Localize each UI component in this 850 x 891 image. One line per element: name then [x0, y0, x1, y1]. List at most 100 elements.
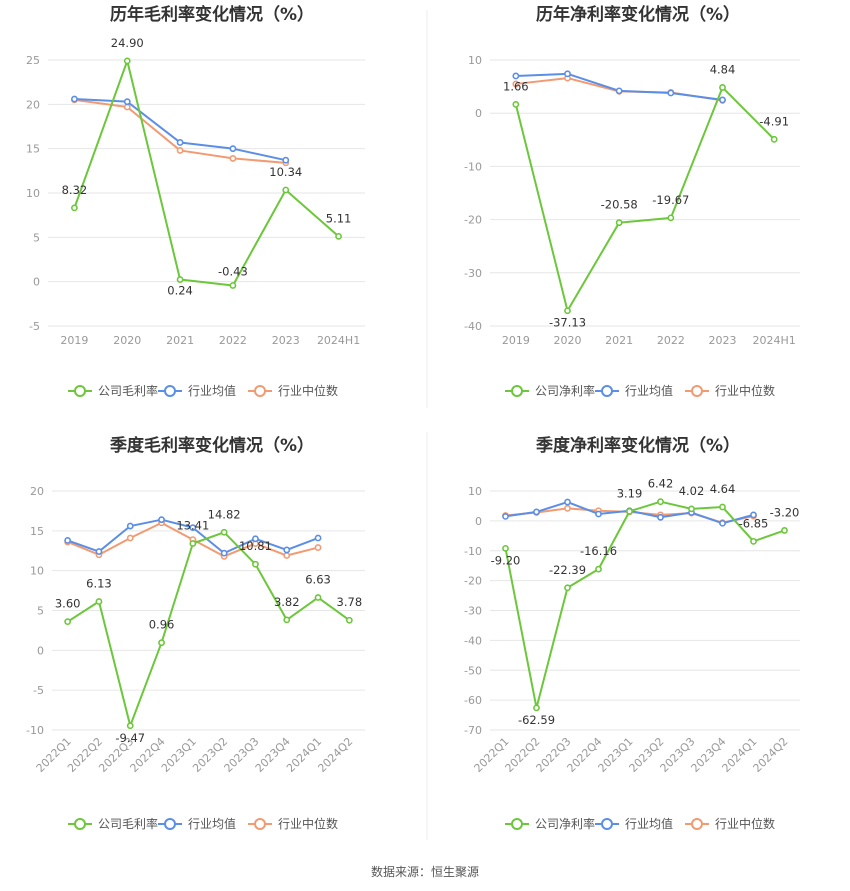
- y-tick-label-1: 10: [468, 54, 482, 67]
- y-tick-label-3: -30: [464, 605, 482, 618]
- data-point-2-0-5: [220, 528, 228, 536]
- data-point-0-1-4: [282, 156, 290, 164]
- data-point-2-1-8: [314, 534, 322, 542]
- data-label-1-0: 1.66: [503, 79, 529, 93]
- y-tick-label-0: 20: [26, 98, 40, 111]
- data-point-0-0-5: [335, 232, 342, 240]
- x-tick-label-1: 2023: [709, 334, 737, 347]
- y-tick-label-1: -20: [464, 214, 482, 227]
- data-label-1-3: -19.67: [652, 193, 689, 207]
- series-line-1-1: [515, 72, 723, 101]
- data-point-2-1-6: [252, 535, 259, 543]
- data-point-3-1-2: [564, 498, 571, 506]
- data-label-3-4: 3.19: [617, 486, 643, 500]
- data-label-3-7: 4.64: [710, 482, 736, 496]
- data-point-2-1-7: [283, 546, 291, 554]
- data-label-1-2: -20.58: [601, 198, 638, 212]
- source-text: 数据来源：恒生聚源: [371, 864, 479, 879]
- data-point-0-2-3: [229, 155, 237, 162]
- data-label-2-5: 14.82: [208, 507, 241, 521]
- data-point-0-2-1: [123, 103, 131, 111]
- data-point-2-1-0: [64, 536, 72, 544]
- y-tick-label-2: 15: [30, 525, 44, 538]
- legend-label-1-1: 行业均值: [625, 383, 673, 398]
- data-point-2-0-8: [314, 594, 322, 601]
- x-tick-label-1: 2024H1: [753, 334, 796, 347]
- chart-title-2: 季度毛利率变化情况（%）: [110, 435, 314, 456]
- data-label-3-1: -62.59: [518, 713, 555, 727]
- legend-label-1-0: 公司净利率: [535, 383, 595, 398]
- x-tick-label-1: 2020: [554, 334, 582, 347]
- data-point-1-0-0: [512, 100, 520, 108]
- data-point-3-1-0: [502, 512, 509, 520]
- x-tick-label-2: 2024Q2: [315, 735, 355, 775]
- chart-title-0: 历年毛利率变化情况（%）: [110, 4, 314, 25]
- data-label-3-3: -16.16: [580, 544, 617, 558]
- legend-swatch-marker-0-0: [74, 385, 86, 397]
- data-label-2-9: 3.78: [337, 595, 363, 609]
- y-tick-label-2: 10: [30, 565, 44, 578]
- data-point-3-2-2: [564, 504, 571, 512]
- data-point-2-0-7: [283, 616, 291, 624]
- data-label-2-8: 6.63: [305, 573, 331, 587]
- data-point-3-0-2: [564, 584, 571, 592]
- data-point-2-2-7: [283, 552, 291, 559]
- data-label-0-1: 24.90: [111, 36, 144, 50]
- y-tick-label-0: 10: [26, 187, 40, 200]
- y-tick-label-3: -50: [464, 664, 482, 677]
- legend-label-0-0: 公司毛利率: [98, 383, 158, 398]
- data-point-1-0-1: [564, 307, 571, 315]
- x-tick-label-1: 2022: [657, 334, 685, 347]
- x-tick-label-0: 2023: [272, 334, 300, 347]
- y-tick-label-0: 0: [33, 276, 40, 289]
- data-label-2-7: 3.82: [274, 595, 300, 609]
- data-point-3-0-1: [533, 704, 540, 712]
- data-label-2-6: 10.81: [239, 539, 272, 553]
- data-label-3-5: 6.42: [648, 477, 674, 491]
- y-tick-label-3: -60: [464, 694, 482, 707]
- y-tick-label-3: 0: [475, 515, 482, 528]
- data-point-0-1-3: [229, 145, 237, 153]
- data-point-2-2-2: [126, 534, 134, 542]
- x-tick-label-0: 2019: [60, 334, 88, 347]
- legend-label-2-1: 行业均值: [188, 816, 236, 831]
- data-point-1-1-0: [512, 72, 520, 80]
- legend-label-0-1: 行业均值: [188, 383, 236, 398]
- data-point-1-1-2: [615, 87, 623, 95]
- data-label-3-8: -6.85: [739, 516, 769, 530]
- data-label-1-5: -4.91: [759, 114, 789, 128]
- data-label-3-6: 4.02: [679, 484, 705, 498]
- legend-swatch-marker-0-2: [254, 385, 266, 397]
- data-point-0-0-0: [71, 204, 78, 212]
- x-tick-label-0: 2021: [166, 334, 194, 347]
- data-point-2-0-1: [95, 598, 103, 605]
- legend-label-0-2: 行业中位数: [278, 383, 338, 398]
- data-point-3-1-8: [750, 511, 757, 519]
- data-label-0-3: -0.43: [218, 264, 248, 278]
- data-point-3-0-4: [626, 507, 633, 515]
- data-point-1-1-1: [564, 70, 571, 78]
- data-point-2-0-4: [189, 540, 197, 547]
- data-point-1-0-4: [719, 84, 726, 91]
- data-point-0-0-3: [229, 282, 237, 289]
- data-point-3-0-6: [688, 505, 695, 513]
- y-tick-label-1: -10: [464, 160, 482, 173]
- data-point-2-1-2: [126, 522, 134, 530]
- data-point-3-0-9: [781, 527, 788, 534]
- legend-swatch-marker-2-0: [74, 818, 86, 830]
- data-point-1-0-2: [615, 219, 623, 227]
- y-tick-label-1: -40: [464, 320, 482, 333]
- data-point-2-0-9: [345, 616, 353, 624]
- x-tick-label-1: 2021: [605, 334, 633, 347]
- legend-swatch-marker-1-1: [601, 385, 613, 397]
- data-point-0-0-4: [282, 186, 290, 194]
- y-tick-label-2: -5: [33, 684, 44, 697]
- y-tick-label-3: -10: [464, 545, 482, 558]
- data-label-1-4: 4.84: [710, 62, 736, 76]
- chart-title-1: 历年净利率变化情况（%）: [536, 4, 740, 25]
- x-tick-label-0: 2022: [219, 334, 247, 347]
- x-tick-label-0: 2024H1: [317, 334, 360, 347]
- series-line-2-0: [67, 531, 350, 727]
- y-tick-label-1: -30: [464, 267, 482, 280]
